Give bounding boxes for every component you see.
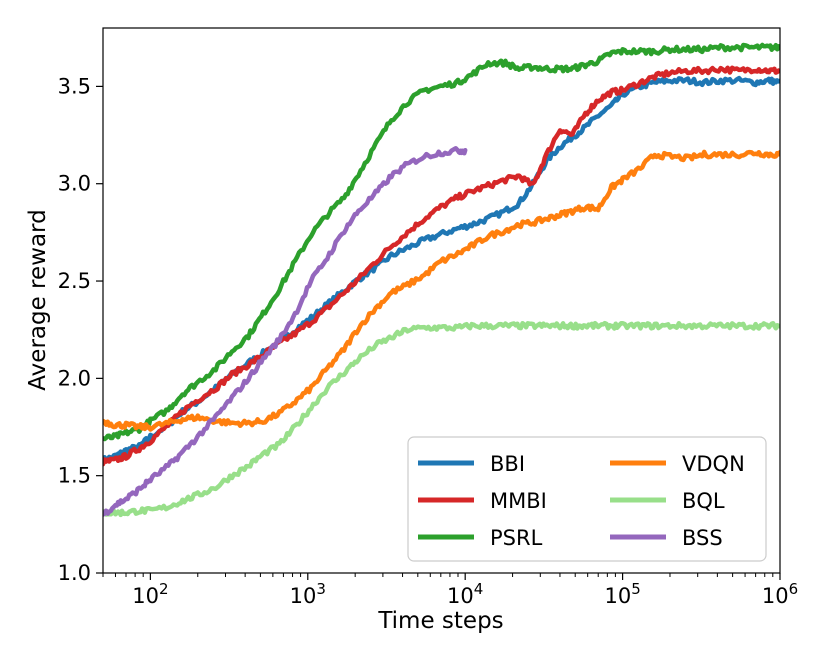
legend-label-bbi: BBI [490, 452, 525, 476]
y-tick-label: 1.5 [58, 464, 91, 488]
y-axis-ticks: 1.0 1.5 2.0 2.5 3.0 3.5 [58, 74, 103, 585]
series-line-bql [103, 320, 780, 518]
y-tick-label: 2.0 [58, 366, 91, 390]
series-line-vdqn [103, 149, 780, 432]
plot-frame [102, 27, 781, 574]
y-tick-label: 3.0 [58, 172, 91, 196]
series-line-psrl [103, 42, 780, 442]
legend-label-psrl: PSRL [490, 526, 543, 550]
series-line-mmbi [103, 65, 780, 467]
y-tick-label: 1.0 [58, 561, 91, 585]
legend-label-bql: BQL [682, 489, 725, 513]
legend: BBI MMBI PSRL VDQN BQL BSS [407, 436, 767, 562]
series-layer [103, 42, 780, 518]
legend-box [407, 436, 767, 562]
x-tick-label: 106 [762, 580, 798, 608]
y-tick-label: 3.5 [58, 74, 91, 98]
x-tick-label: 102 [132, 580, 168, 608]
series-line-bss [103, 146, 468, 517]
x-axis-label: Time steps [377, 608, 503, 634]
x-tick-label: 105 [604, 580, 640, 608]
x-axis-ticks: 102 103 104 105 106 [102, 573, 798, 608]
x-tick-label: 103 [290, 580, 326, 608]
y-axis-label: Average reward [25, 209, 51, 390]
x-tick-label: 104 [447, 580, 483, 608]
legend-label-mmbi: MMBI [490, 489, 547, 513]
y-tick-label: 2.5 [58, 269, 91, 293]
legend-label-bss: BSS [682, 526, 723, 550]
legend-label-vdqn: VDQN [682, 452, 745, 476]
